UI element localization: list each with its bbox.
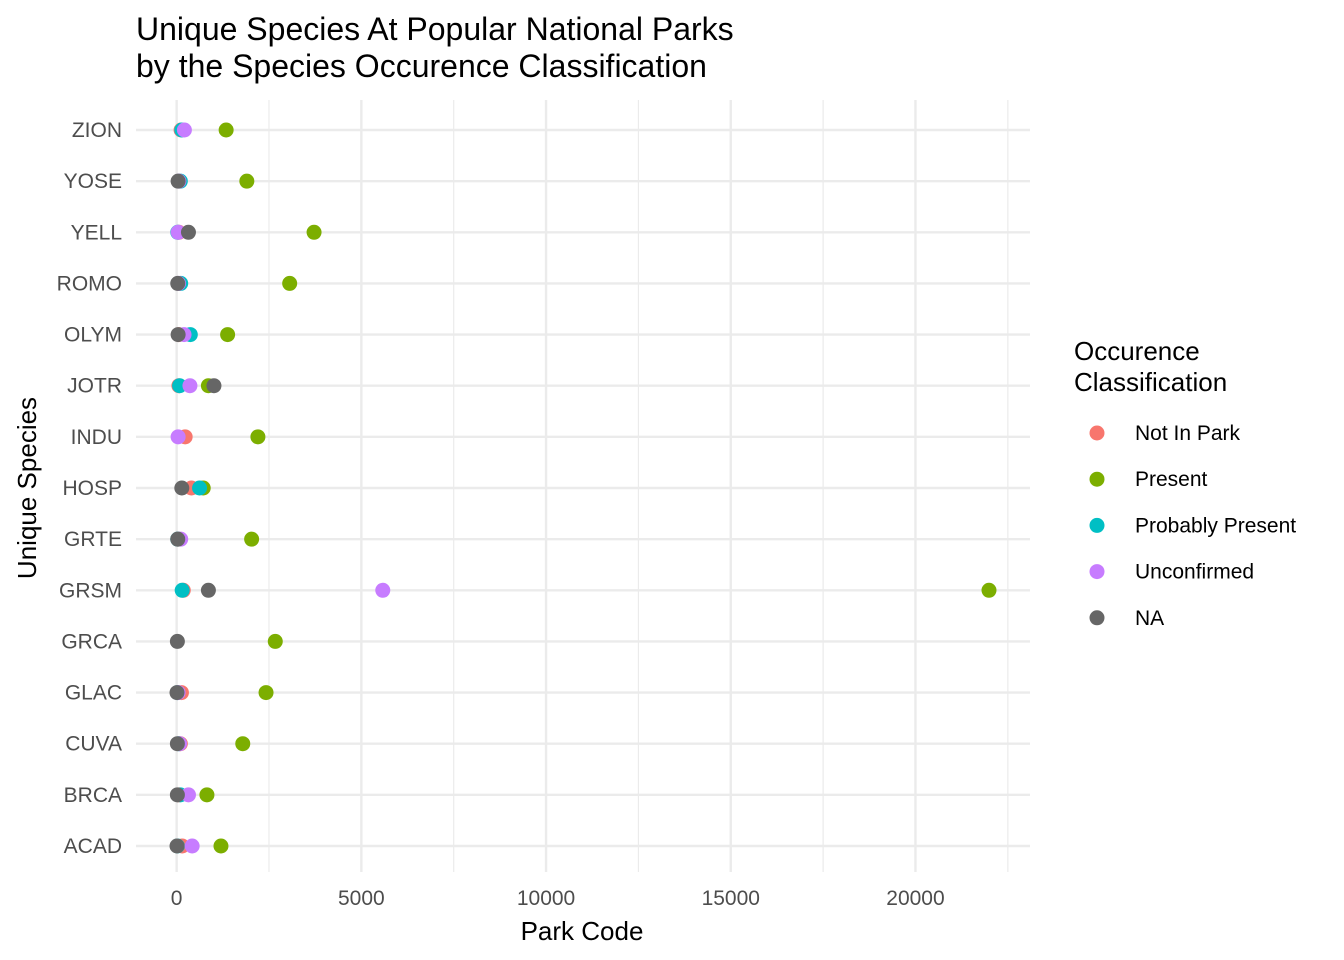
y-tick-label-glac: GLAC bbox=[65, 682, 122, 705]
data-point-romo bbox=[282, 275, 298, 291]
data-point-hosp bbox=[192, 480, 208, 496]
data-point-hosp bbox=[174, 480, 190, 496]
data-point-acad bbox=[213, 838, 229, 854]
data-point-jotr bbox=[206, 378, 222, 394]
y-tick-label-grte: GRTE bbox=[64, 528, 122, 551]
data-point-grsm bbox=[200, 582, 216, 598]
data-point-olym bbox=[170, 327, 186, 343]
data-point-yose bbox=[170, 173, 186, 189]
data-point-brca bbox=[169, 787, 185, 803]
legend-label: NA bbox=[1135, 607, 1164, 630]
x-tick-label: 20000 bbox=[886, 887, 944, 910]
data-point-brca bbox=[199, 787, 215, 803]
legend-key bbox=[1089, 610, 1105, 626]
x-axis-title: Park Code bbox=[521, 916, 644, 946]
y-tick-label-brca: BRCA bbox=[64, 784, 122, 807]
data-point-yell bbox=[170, 224, 186, 240]
x-tick-label: 0 bbox=[171, 887, 183, 910]
legend-label: Present bbox=[1135, 468, 1208, 491]
y-tick-label-jotr: JOTR bbox=[67, 375, 122, 398]
data-point-indu bbox=[170, 429, 186, 445]
data-point-grsm bbox=[981, 582, 997, 598]
data-point-cuva bbox=[235, 736, 251, 752]
y-tick-label-cuva: CUVA bbox=[65, 733, 122, 756]
data-points bbox=[169, 122, 997, 854]
data-point-cuva bbox=[169, 736, 185, 752]
data-point-glac bbox=[258, 685, 274, 701]
data-point-jotr bbox=[182, 378, 198, 394]
y-tick-label-yose: YOSE bbox=[64, 170, 122, 193]
chart-title: Unique Species At Popular National Parks bbox=[136, 11, 734, 47]
legend-title-line2: Classification bbox=[1074, 367, 1227, 397]
legend-title-line1: Occurence bbox=[1074, 336, 1200, 366]
data-point-romo bbox=[170, 275, 186, 291]
legend-key bbox=[1089, 517, 1105, 533]
data-point-yell bbox=[180, 224, 196, 240]
data-point-grsm bbox=[375, 582, 391, 598]
data-point-zion bbox=[218, 122, 234, 138]
y-tick-label-olym: OLYM bbox=[64, 324, 122, 347]
data-point-grte bbox=[170, 531, 186, 547]
legend-label: Unconfirmed bbox=[1135, 561, 1254, 584]
y-tick-label-acad: ACAD bbox=[64, 835, 122, 858]
legend: Occurence Classification Not In Park Pres… bbox=[1074, 336, 1296, 630]
legend-items: Not In Park Present Probably Present Unconf… bbox=[1089, 422, 1296, 630]
data-point-grte bbox=[244, 531, 260, 547]
data-point-jotr bbox=[172, 378, 188, 394]
legend-key bbox=[1089, 425, 1105, 441]
data-point-brca bbox=[180, 787, 196, 803]
y-tick-label-zion: ZION bbox=[72, 119, 122, 142]
data-point-grsm bbox=[174, 582, 190, 598]
data-point-yose bbox=[239, 173, 255, 189]
y-tick-label-grca: GRCA bbox=[61, 630, 122, 653]
x-tick-label: 10000 bbox=[517, 887, 575, 910]
legend-key bbox=[1089, 471, 1105, 487]
data-point-glac bbox=[169, 685, 185, 701]
data-point-acad bbox=[184, 838, 200, 854]
x-axis-ticks: 0 5000 10000 15000 20000 bbox=[171, 887, 945, 910]
y-tick-label-indu: INDU bbox=[71, 426, 122, 449]
y-tick-label-grsm: GRSM bbox=[59, 579, 122, 602]
data-point-grca bbox=[169, 633, 185, 649]
legend-label: Probably Present bbox=[1135, 514, 1296, 537]
legend-label: Not In Park bbox=[1135, 422, 1241, 445]
chart-subtitle: by the Species Occurence Classification bbox=[136, 48, 707, 84]
y-tick-label-yell: YELL bbox=[71, 221, 122, 244]
y-axis-ticks: ACAD BRCA CUVA GLAC GRCA GRSM GRTE HOSP INDU JOTR… bbox=[57, 119, 122, 858]
data-point-grca bbox=[267, 633, 283, 649]
data-point-acad bbox=[169, 838, 185, 854]
x-tick-label: 15000 bbox=[702, 887, 760, 910]
y-tick-label-hosp: HOSP bbox=[62, 477, 122, 500]
x-tick-label: 5000 bbox=[338, 887, 385, 910]
y-axis-title: Unique Species bbox=[12, 397, 42, 579]
data-point-indu bbox=[250, 429, 266, 445]
data-point-yell bbox=[306, 224, 322, 240]
legend-key bbox=[1089, 564, 1105, 580]
data-point-olym bbox=[220, 327, 236, 343]
grid bbox=[136, 100, 1030, 872]
y-tick-label-romo: ROMO bbox=[57, 272, 122, 295]
series-na bbox=[169, 173, 222, 854]
data-point-zion bbox=[176, 122, 192, 138]
